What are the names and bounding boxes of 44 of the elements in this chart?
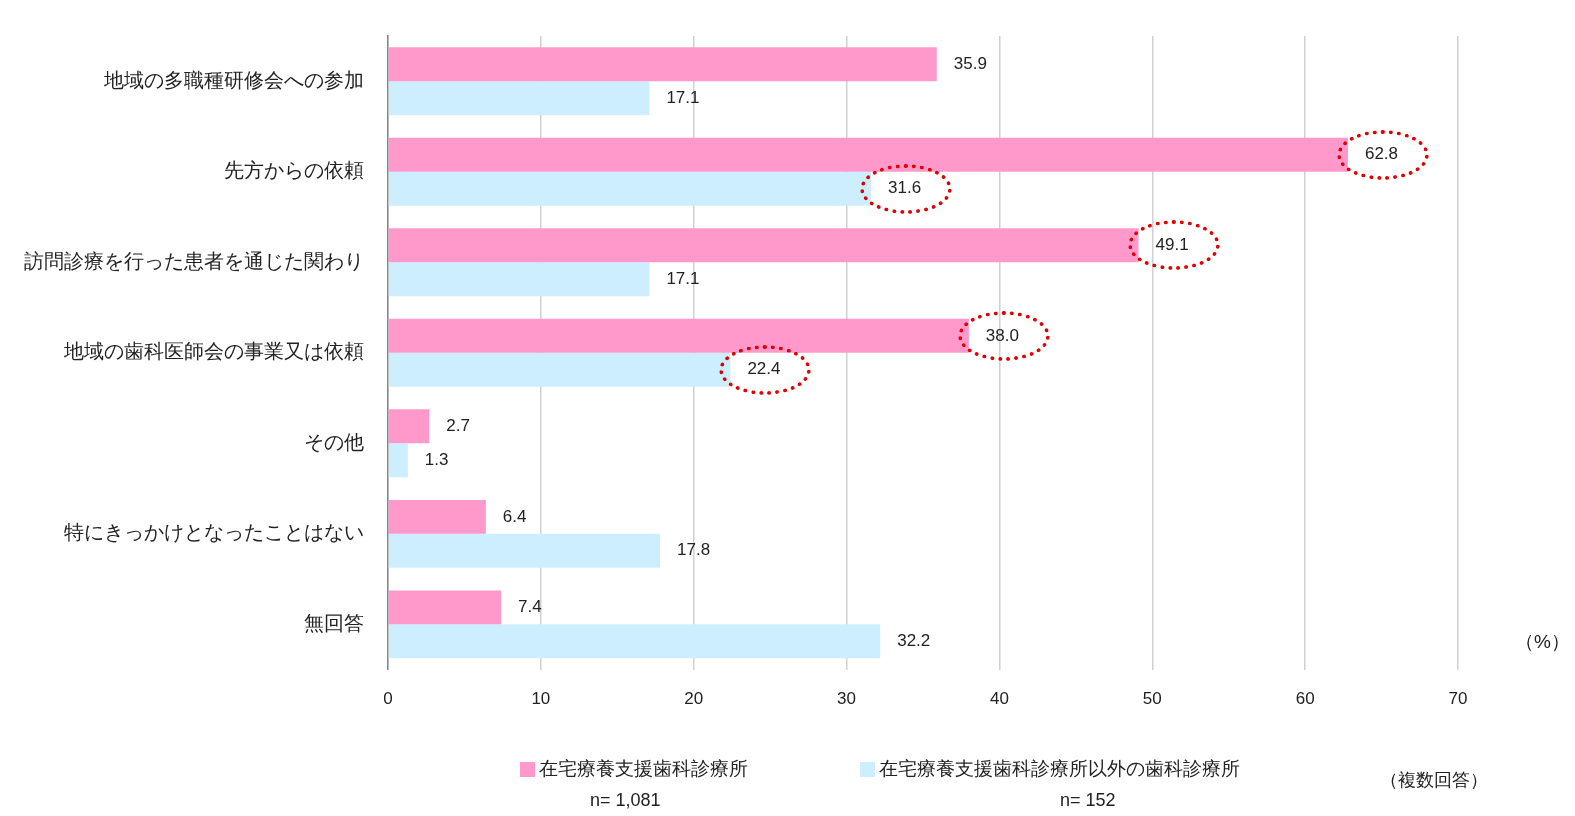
text: （複数回答） (1380, 769, 1488, 792)
data-label: 2.7 (446, 416, 470, 436)
bar (388, 47, 937, 82)
data-label: 32.2 (897, 631, 931, 650)
x-tick-label: 20 (684, 689, 704, 709)
data-label: 22.4 (747, 359, 781, 379)
data-label: 6.4 (502, 506, 527, 526)
x-tick-label: 30 (837, 689, 857, 709)
text: n= 152 (1060, 790, 1116, 811)
data-label: 38.0 (985, 325, 1019, 345)
legend-label: 在宅療養支援歯科診療所 (539, 757, 748, 781)
y-tick-label: 特にきっかけとなったことはない (64, 521, 364, 544)
x-tick-label: 50 (1142, 689, 1162, 709)
legend-label: 在宅療養支援歯科診療所以外の歯科診療所 (879, 757, 1240, 781)
y-tick-label: 地域の歯科医師会の事業又は依頼 (63, 340, 364, 363)
data-label: 7.4 (518, 597, 542, 617)
data-label: 17.1 (666, 268, 700, 288)
bar (388, 409, 430, 444)
x-tick-label: 60 (1295, 689, 1315, 709)
bar (388, 533, 661, 568)
y-tick-label: 先方からの依頼 (224, 159, 364, 182)
x-tick-label: 40 (989, 689, 1009, 709)
x-tick-label: 70 (1448, 689, 1468, 709)
bar (388, 81, 650, 116)
x-tick-label: 0 (383, 689, 393, 709)
bar (388, 443, 408, 478)
bar (388, 590, 502, 625)
data-label: 1.3 (424, 449, 449, 469)
data-label: 62.8 (1364, 144, 1399, 164)
data-label: 31.6 (888, 178, 922, 198)
y-tick-label: 訪問診療を行った患者を通じた関わり (24, 249, 364, 272)
data-label: 49.1 (1155, 235, 1189, 254)
bar (388, 499, 486, 534)
bar (388, 262, 650, 297)
bar (388, 624, 881, 659)
text: n= 1,081 (590, 790, 661, 811)
y-tick-label: その他 (304, 430, 364, 453)
x-tick-label: 10 (531, 689, 551, 709)
y-tick-label: 地域の多職種研修会への参加 (103, 68, 364, 91)
x-axis-title: （%） (1515, 630, 1570, 652)
data-label: 17.8 (677, 540, 711, 560)
data-label: 35.9 (953, 53, 987, 73)
y-tick-label: 無回答 (304, 611, 364, 634)
data-label: 17.1 (666, 87, 700, 107)
